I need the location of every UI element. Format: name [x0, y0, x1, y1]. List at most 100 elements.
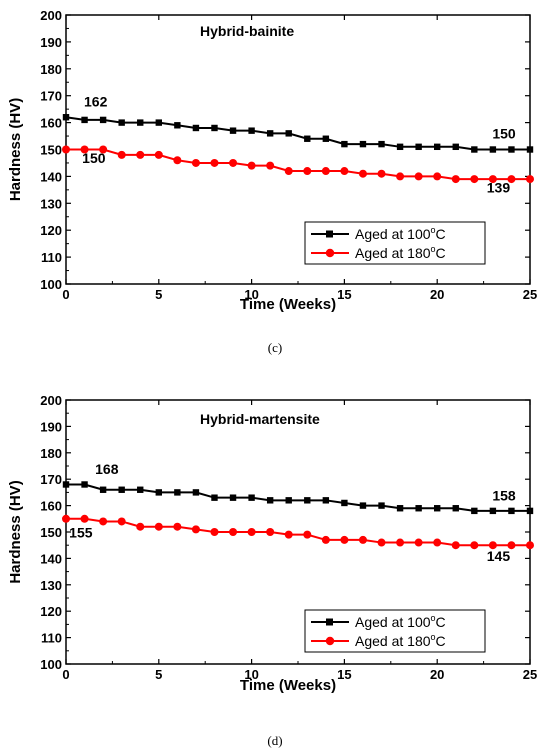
- data-point-circle: [191, 525, 200, 534]
- data-point-square: [62, 481, 70, 488]
- data-point-square: [359, 502, 367, 509]
- data-point-circle: [284, 167, 293, 176]
- data-point-square: [378, 502, 385, 509]
- data-point-square: [434, 143, 441, 151]
- data-point-square: [137, 119, 144, 126]
- legend-marker-circle: [325, 248, 335, 258]
- legend-label-unit: C: [436, 633, 446, 649]
- x-axis-label: Time (Weeks): [240, 296, 336, 313]
- data-point-circle: [340, 535, 349, 544]
- data-point-circle: [266, 161, 275, 170]
- data-point-circle: [414, 538, 423, 547]
- value-annotation: 150: [492, 126, 516, 142]
- data-point-square: [285, 497, 292, 504]
- data-point-circle: [526, 541, 534, 550]
- data-point-square: [81, 116, 88, 124]
- data-point-circle: [247, 161, 256, 170]
- data-point-square: [248, 127, 255, 134]
- panel-title: Hybrid-bainite: [200, 23, 294, 39]
- data-point-square: [341, 499, 348, 507]
- data-point-circle: [377, 169, 386, 178]
- x-tick-label: 25: [523, 287, 537, 302]
- data-point-square: [471, 507, 478, 515]
- value-annotation: 168: [95, 461, 119, 477]
- data-point-circle: [154, 522, 163, 531]
- legend-box: [304, 609, 486, 653]
- y-tick-label: 170: [40, 472, 62, 487]
- x-tick-label: 0: [62, 287, 69, 302]
- data-point-square: [118, 119, 125, 126]
- series-line-aged-180: [66, 517, 530, 547]
- chart-panel-d: 100 110 120 130 140 150 160 170 180 190 200 0 5 10 15 2…: [7, 393, 537, 694]
- data-point-circle: [377, 538, 386, 547]
- value-annotation: 162: [84, 93, 108, 109]
- data-point-circle: [470, 541, 479, 550]
- x-tick-label: 15: [337, 667, 351, 682]
- data-point-circle: [303, 167, 312, 176]
- data-point-square: [118, 486, 125, 493]
- data-point-circle: [173, 522, 182, 531]
- value-annotation: 155: [69, 524, 93, 540]
- legend-label: Aged at 180oC: [355, 632, 446, 649]
- data-point-circle: [99, 517, 108, 526]
- y-tick-label: 180: [40, 62, 62, 77]
- y-tick-label: 120: [40, 223, 62, 238]
- data-point-square: [526, 507, 534, 515]
- data-point-square: [285, 130, 292, 137]
- data-point-circle: [526, 175, 534, 184]
- data-point-square: [99, 116, 107, 124]
- data-point-square: [174, 489, 181, 496]
- y-tick-label: 150: [40, 525, 62, 540]
- data-point-square: [415, 505, 422, 512]
- y-tick-label: 140: [40, 551, 62, 566]
- figure-caption: (d): [267, 733, 282, 748]
- data-point-circle: [136, 150, 145, 159]
- legend-label: Aged at 180oC: [355, 244, 446, 261]
- x-tick-label: 25: [523, 667, 537, 682]
- legend-marker-circle: [325, 636, 335, 646]
- data-point-square: [396, 505, 404, 512]
- data-point-circle: [433, 172, 442, 181]
- data-point-circle: [451, 541, 460, 550]
- data-point-square: [508, 146, 515, 153]
- data-point-circle: [358, 169, 367, 178]
- data-point-circle: [488, 541, 497, 550]
- legend-label-main: Aged at 180: [355, 633, 431, 649]
- y-tick-label: 130: [40, 578, 62, 593]
- data-point-circle: [117, 517, 126, 526]
- legend-marker-square: [326, 230, 333, 238]
- data-point-square: [396, 143, 404, 151]
- data-point-circle: [303, 530, 312, 539]
- data-point-square: [489, 146, 497, 153]
- data-point-circle: [136, 522, 145, 531]
- data-point-square: [508, 507, 515, 515]
- series-line-aged-100: [65, 116, 530, 151]
- y-axis-label: Hardness (HV): [7, 480, 24, 583]
- data-point-circle: [80, 145, 89, 154]
- data-point-circle: [210, 528, 219, 536]
- legend-label-degree: o: [431, 613, 436, 623]
- x-tick-label: 10: [244, 667, 258, 682]
- data-point-circle: [488, 175, 497, 184]
- data-point-square: [452, 505, 459, 512]
- data-point-circle: [62, 145, 70, 154]
- legend-label-unit: C: [436, 226, 446, 242]
- data-point-square: [229, 127, 237, 134]
- y-tick-label: 130: [40, 196, 62, 211]
- data-point-square: [266, 130, 274, 137]
- value-annotation: 158: [492, 487, 516, 503]
- data-point-square: [99, 486, 107, 493]
- legend-label: Aged at 100oC: [355, 613, 446, 630]
- data-point-square: [526, 146, 534, 153]
- value-annotation: 139: [487, 180, 511, 196]
- legend: Aged at 100oC Aged at 180oC: [304, 609, 486, 653]
- data-point-circle: [62, 514, 70, 523]
- data-point-square: [452, 143, 459, 151]
- legend-box: [304, 221, 486, 265]
- y-tick-label: 200: [40, 8, 62, 23]
- legend-label-unit: C: [436, 614, 446, 630]
- series-line-aged-100: [66, 483, 530, 512]
- y-tick-label: 200: [40, 393, 62, 408]
- data-point-circle: [266, 528, 275, 536]
